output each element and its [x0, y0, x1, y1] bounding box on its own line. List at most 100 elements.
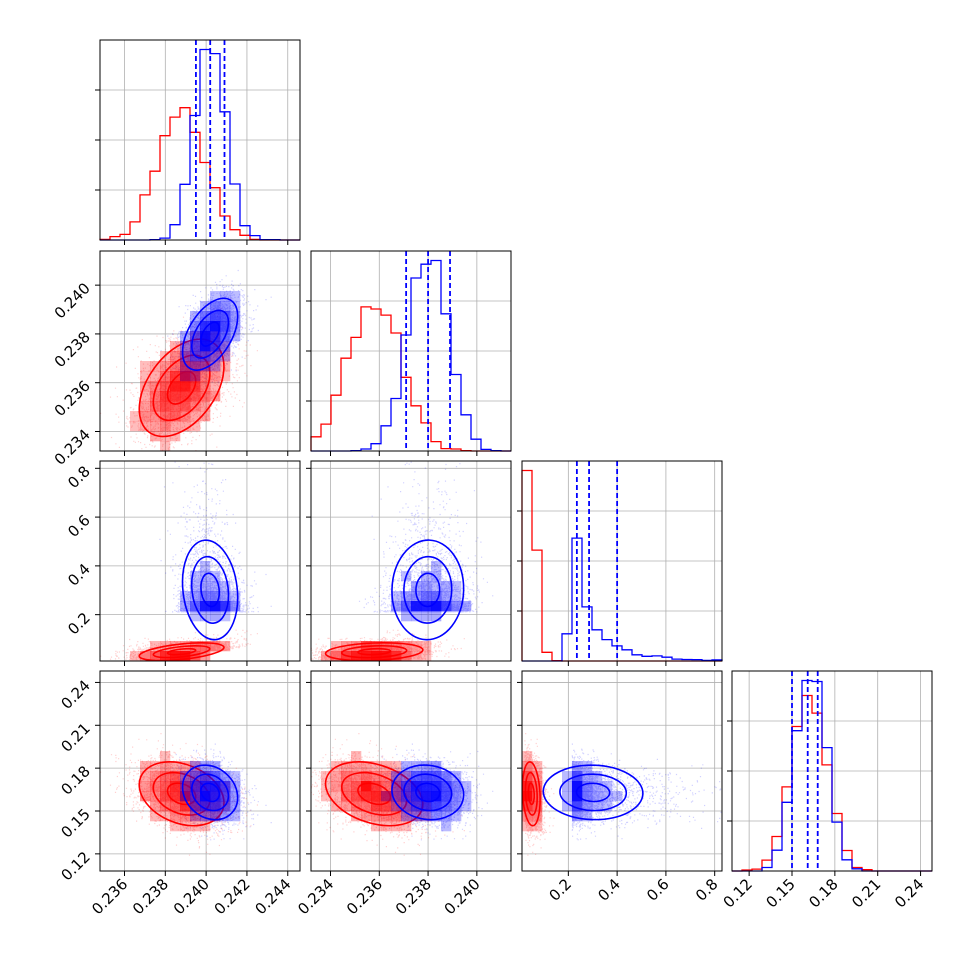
density-cell [190, 811, 201, 822]
density-cell [451, 591, 462, 602]
density-cell [180, 411, 191, 422]
density-cell [230, 811, 241, 822]
density-cell [180, 821, 191, 832]
density-cell [391, 791, 402, 802]
density-cell [170, 371, 181, 382]
density-cell [371, 781, 382, 792]
panel-3-1: 0.234 0.236 0.238 0.240 [294, 670, 512, 918]
density-cell [170, 391, 181, 402]
density-cell [421, 651, 432, 661]
density-cell [220, 311, 231, 322]
density-cell [592, 771, 603, 782]
density-cell [451, 811, 462, 822]
density-cell [140, 361, 151, 372]
density-cell [140, 651, 151, 661]
density-cell [532, 821, 543, 832]
density-cell [371, 811, 382, 822]
contour-level-1 [200, 321, 221, 347]
density-cell [180, 381, 191, 392]
density-cell [170, 821, 181, 832]
panel-frame [310, 250, 512, 452]
contour-level-1 [200, 782, 221, 803]
panel-2-2 [517, 460, 723, 666]
density-cell [190, 571, 201, 582]
contour-level-3 [181, 539, 239, 641]
x-tick-label: 0.236 [343, 875, 386, 918]
panel-frame [521, 460, 723, 662]
scatter-points-blue [358, 461, 494, 613]
contour-level-2 [559, 773, 628, 812]
panel-content [100, 461, 272, 661]
density-cell [401, 811, 412, 822]
density-cell [180, 371, 191, 382]
density-cell [190, 411, 201, 422]
density-cell [200, 581, 211, 592]
density-cell [451, 781, 462, 792]
density-cell [391, 781, 402, 792]
density-cell [230, 291, 241, 302]
density-cell [230, 591, 241, 602]
density-cell [421, 811, 432, 822]
density-cell [361, 771, 372, 782]
density-cell [160, 411, 171, 422]
density-cell [170, 811, 181, 822]
density-cell [190, 591, 201, 602]
y-tick-label: 0.4 [64, 560, 94, 590]
density-cell [381, 771, 392, 782]
density-cell [562, 771, 573, 782]
density-cell [331, 801, 342, 812]
density-cell [401, 641, 412, 652]
density-cell [150, 381, 161, 392]
density-cell [421, 581, 432, 592]
contour-level-1 [415, 572, 441, 608]
panel-2-0: 0.2 0.4 0.6 0.8 [64, 460, 301, 666]
panel-content [100, 269, 272, 451]
density-cell [170, 771, 181, 782]
density-cell [391, 801, 402, 812]
density-cell [200, 321, 211, 332]
density-cell [361, 811, 372, 822]
density-cell [351, 761, 362, 772]
density-cell [200, 771, 211, 782]
x-tick-label: 0.24 [891, 875, 927, 911]
density-cell [150, 761, 161, 772]
density-cell [401, 771, 412, 782]
density-cell [190, 781, 201, 792]
density-cell [180, 341, 191, 352]
density-cell [140, 771, 151, 782]
density-cell [582, 791, 593, 802]
density-cell [210, 381, 221, 392]
x-tick-label: 0.242 [211, 875, 254, 918]
density-cell [190, 391, 201, 402]
contour-level-3 [391, 764, 465, 821]
density-cell [150, 771, 161, 782]
density-cell [190, 421, 201, 432]
density-cell [200, 591, 211, 602]
density-cell [180, 361, 191, 372]
density-cell [421, 761, 432, 772]
contour-level-1 [200, 572, 221, 608]
density-cell [200, 611, 211, 622]
density-cell [140, 791, 151, 802]
density-cell [431, 581, 442, 592]
density-cell [351, 791, 362, 802]
density-cell [220, 341, 231, 352]
density-cell [160, 811, 171, 822]
density-cell [331, 771, 342, 782]
density-cell [461, 601, 472, 612]
panel-background [100, 461, 300, 661]
density-cell [401, 801, 412, 812]
density-cell [401, 781, 412, 792]
contour-level-1 [527, 782, 536, 806]
contour-level-2 [190, 309, 230, 359]
x-tick-label: 0.18 [805, 875, 841, 911]
density-cell [592, 801, 603, 812]
density-cell [411, 611, 422, 622]
panel-1-0: 0.234 0.236 0.238 0.240 [51, 250, 301, 469]
density-cell [180, 391, 191, 402]
x-tick-label: 0.8 [692, 875, 722, 905]
density-cell [200, 411, 211, 422]
x-tick-label: 0.4 [594, 875, 624, 905]
density-cell [220, 301, 231, 312]
